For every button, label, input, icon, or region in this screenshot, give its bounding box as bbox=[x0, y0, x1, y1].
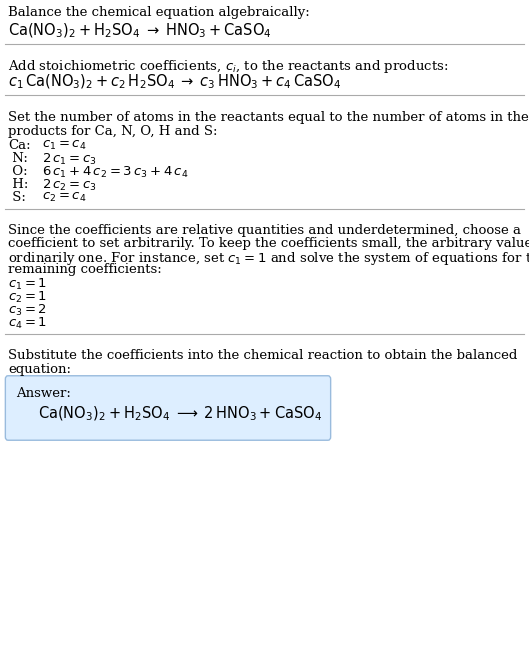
Text: $c_2 = 1$: $c_2 = 1$ bbox=[8, 290, 47, 305]
Text: H:: H: bbox=[8, 178, 29, 191]
Text: $c_1 = 1$: $c_1 = 1$ bbox=[8, 277, 47, 292]
Text: N:: N: bbox=[8, 152, 28, 165]
Text: ordinarily one. For instance, set $c_1 = 1$ and solve the system of equations fo: ordinarily one. For instance, set $c_1 =… bbox=[8, 250, 529, 267]
Text: $c_1\,\mathrm{Ca(NO_3)_2} + c_2\,\mathrm{H_2SO_4} \;\rightarrow\; c_3\,\mathrm{H: $c_1\,\mathrm{Ca(NO_3)_2} + c_2\,\mathrm… bbox=[8, 73, 341, 91]
Text: $c_1 = c_4$: $c_1 = c_4$ bbox=[42, 139, 86, 152]
Text: coefficient to set arbitrarily. To keep the coefficients small, the arbitrary va: coefficient to set arbitrarily. To keep … bbox=[8, 237, 529, 250]
Text: $\mathrm{Ca(NO_3)_2 + H_2SO_4 \;\longrightarrow\; 2\,HNO_3 + CaSO_4}$: $\mathrm{Ca(NO_3)_2 + H_2SO_4 \;\longrig… bbox=[38, 405, 322, 423]
Text: $2\,c_1 = c_3$: $2\,c_1 = c_3$ bbox=[42, 152, 97, 167]
Text: Ca:: Ca: bbox=[8, 139, 31, 152]
Text: $c_4 = 1$: $c_4 = 1$ bbox=[8, 316, 47, 331]
Text: remaining coefficients:: remaining coefficients: bbox=[8, 263, 162, 276]
FancyBboxPatch shape bbox=[5, 376, 331, 440]
Text: Since the coefficients are relative quantities and underdetermined, choose a: Since the coefficients are relative quan… bbox=[8, 224, 521, 237]
Text: O:: O: bbox=[8, 165, 28, 178]
Text: S:: S: bbox=[8, 191, 26, 204]
Text: $2\,c_2 = c_3$: $2\,c_2 = c_3$ bbox=[42, 178, 97, 193]
Text: Balance the chemical equation algebraically:: Balance the chemical equation algebraica… bbox=[8, 6, 310, 19]
Text: equation:: equation: bbox=[8, 363, 71, 376]
Text: products for Ca, N, O, H and S:: products for Ca, N, O, H and S: bbox=[8, 125, 217, 138]
Text: $6\,c_1 + 4\,c_2 = 3\,c_3 + 4\,c_4$: $6\,c_1 + 4\,c_2 = 3\,c_3 + 4\,c_4$ bbox=[42, 165, 188, 180]
Text: Add stoichiometric coefficients, $c_i$, to the reactants and products:: Add stoichiometric coefficients, $c_i$, … bbox=[8, 58, 449, 75]
Text: $c_2 = c_4$: $c_2 = c_4$ bbox=[42, 191, 86, 204]
Text: Substitute the coefficients into the chemical reaction to obtain the balanced: Substitute the coefficients into the che… bbox=[8, 349, 517, 362]
Text: Answer:: Answer: bbox=[16, 387, 71, 400]
Text: $c_3 = 2$: $c_3 = 2$ bbox=[8, 303, 47, 318]
Text: $\mathrm{Ca(NO_3)_2 + H_2SO_4 \;\rightarrow\; HNO_3 + CaSO_4}$: $\mathrm{Ca(NO_3)_2 + H_2SO_4 \;\rightar… bbox=[8, 22, 272, 40]
Text: Set the number of atoms in the reactants equal to the number of atoms in the: Set the number of atoms in the reactants… bbox=[8, 111, 529, 124]
